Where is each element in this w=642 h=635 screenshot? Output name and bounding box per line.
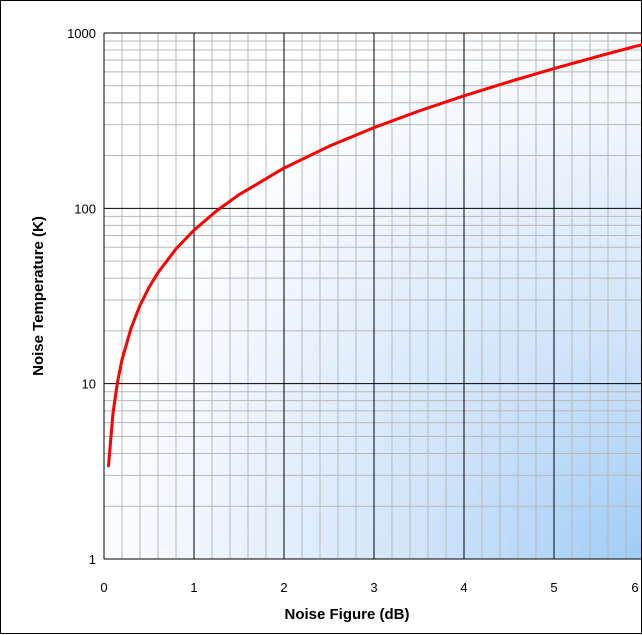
plot-background <box>104 33 641 559</box>
x-axis-title: Noise Figure (dB) <box>284 606 409 623</box>
x-tick-label: 1 <box>190 580 197 595</box>
x-tick-labels: 0 1 2 3 4 5 6 <box>100 580 638 595</box>
y-tick-label: 100 <box>74 201 96 216</box>
x-tick-label: 6 <box>631 580 638 595</box>
y-tick-label: 1 <box>89 552 96 567</box>
y-tick-label: 10 <box>82 377 96 392</box>
x-tick-label: 2 <box>280 580 287 595</box>
x-tick-label: 3 <box>370 580 377 595</box>
y-axis-title: Noise Temperature (K) <box>30 216 47 376</box>
x-tick-label: 5 <box>550 580 557 595</box>
y-tick-label: 1000 <box>67 26 96 41</box>
y-tick-labels: 1 10 100 1000 <box>67 26 96 567</box>
x-tick-label: 4 <box>460 580 467 595</box>
x-tick-label: 0 <box>100 580 107 595</box>
